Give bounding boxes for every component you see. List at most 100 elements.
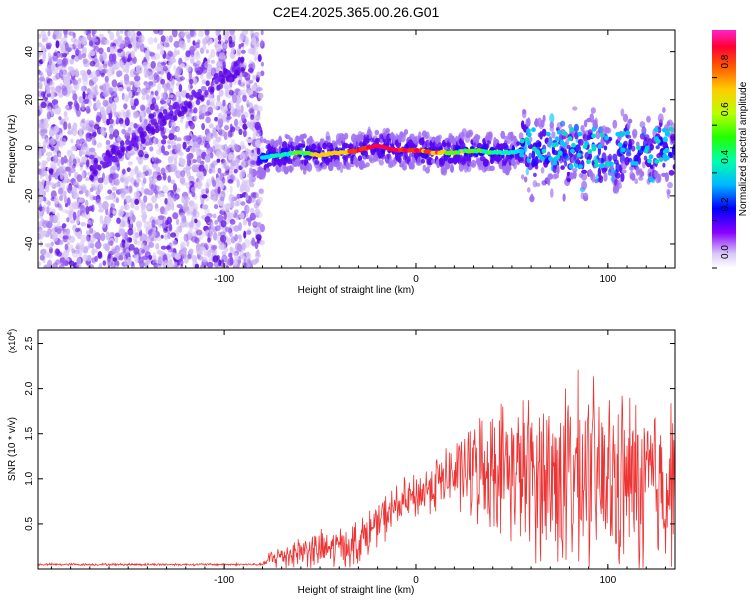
heatmap-noise-cell bbox=[68, 122, 71, 130]
heatmap-noise-cell bbox=[85, 123, 91, 132]
heatmap-noise-cell bbox=[87, 171, 92, 176]
heatmap-noise-cell bbox=[248, 176, 252, 185]
heatmap-noise-cell bbox=[79, 133, 83, 138]
heatmap-noise-cell bbox=[38, 228, 43, 235]
heatmap-noise-cell bbox=[113, 171, 117, 180]
heatmap-band-cell bbox=[518, 132, 524, 140]
heatmap-noise-cell bbox=[163, 86, 168, 93]
heatmap-blob-cell bbox=[546, 131, 551, 137]
heatmap-noise-cell bbox=[257, 92, 264, 99]
heatmap-noise-cell bbox=[59, 140, 64, 149]
heatmap-band-cell bbox=[285, 134, 291, 140]
heatmap-noise-cell bbox=[207, 249, 212, 258]
heatmap-noise-cell bbox=[131, 33, 138, 38]
heatmap-noise-cell bbox=[112, 257, 117, 262]
heatmap-band-cell bbox=[537, 141, 542, 148]
heatmap-noise-cell bbox=[98, 208, 104, 213]
heatmap-band-cell bbox=[621, 169, 627, 174]
heatmap-noise-cell bbox=[191, 236, 198, 243]
colorbar-tick-label: 0.8 bbox=[720, 54, 731, 68]
heatmap-blob-cell bbox=[567, 136, 573, 142]
heatmap-diagonal-cell bbox=[180, 110, 185, 117]
heatmap-noise-cell bbox=[157, 256, 163, 265]
spectrogram-ytick-label: -40 bbox=[24, 236, 35, 251]
heatmap-noise-cell bbox=[201, 79, 207, 85]
heatmap-noise-cell bbox=[256, 87, 263, 92]
heatmap-noise-cell bbox=[184, 135, 190, 141]
heatmap-noise-cell bbox=[102, 68, 108, 74]
heatmap-noise-cell bbox=[207, 237, 211, 243]
heatmap-noise-cell bbox=[252, 74, 256, 82]
heatmap-noise-cell bbox=[188, 109, 195, 114]
heatmap-noise-cell bbox=[135, 41, 141, 50]
heatmap-noise-cell bbox=[121, 217, 129, 223]
heatmap-noise-cell bbox=[45, 180, 50, 188]
heatmap-band-cell bbox=[651, 164, 655, 172]
heatmap-noise-cell bbox=[38, 203, 43, 212]
heatmap-noise-cell bbox=[175, 218, 180, 225]
heatmap-band-cell bbox=[535, 159, 541, 164]
heatmap-noise-cell bbox=[194, 64, 200, 72]
heatmap-noise-cell bbox=[137, 159, 143, 165]
heatmap-noise-cell bbox=[89, 227, 94, 234]
heatmap-diagonal-cell bbox=[131, 132, 137, 139]
heatmap-diagonal-cell bbox=[157, 125, 162, 132]
heatmap-noise-cell bbox=[205, 182, 210, 191]
heatmap-noise-cell bbox=[59, 257, 66, 266]
snr-xlabel: Height of straight line (km) bbox=[298, 585, 415, 596]
spectrogram-ytick-label: 0 bbox=[24, 145, 35, 151]
heatmap-noise-cell bbox=[187, 229, 193, 235]
heatmap-noise-cell bbox=[123, 93, 129, 103]
heatmap-band-cell bbox=[376, 137, 381, 143]
heatmap-noise-cell bbox=[171, 57, 177, 64]
spectrogram-ytick-label: -20 bbox=[24, 188, 35, 203]
heatmap-noise-cell bbox=[167, 175, 171, 183]
heatmap-band-cell bbox=[561, 135, 567, 140]
heatmap-noise-cell bbox=[156, 249, 162, 255]
heatmap-noise-cell bbox=[138, 149, 144, 158]
heatmap-blob-cell bbox=[548, 156, 553, 162]
heatmap-noise-cell bbox=[156, 175, 162, 181]
heatmap-noise-cell bbox=[75, 263, 82, 268]
heatmap-noise-cell bbox=[173, 40, 181, 48]
heatmap-noise-cell bbox=[102, 220, 107, 228]
heatmap-noise-cell bbox=[41, 163, 46, 171]
heatmap-noise-cell bbox=[245, 192, 249, 201]
heatmap-noise-cell bbox=[193, 115, 198, 121]
heatmap-noise-cell bbox=[56, 58, 63, 65]
heatmap-noise-cell bbox=[55, 212, 61, 221]
heatmap-noise-cell bbox=[120, 177, 125, 182]
heatmap-noise-cell bbox=[200, 188, 206, 195]
heatmap-noise-cell bbox=[78, 148, 83, 157]
heatmap-noise-cell bbox=[182, 141, 187, 150]
heatmap-band-cell bbox=[343, 132, 349, 140]
heatmap-noise-cell bbox=[160, 45, 164, 51]
heatmap-noise-cell bbox=[44, 137, 51, 146]
heatmap-noise-cell bbox=[204, 216, 211, 223]
colorbar-ticks: 0.0 0.2 0.4 0.6 0.8 bbox=[712, 54, 731, 269]
heatmap-noise-cell bbox=[92, 38, 98, 43]
heatmap-noise-cell bbox=[73, 39, 79, 48]
heatmap-band-cell bbox=[668, 169, 675, 176]
heatmap-blob-cell bbox=[658, 157, 664, 163]
heatmap-blob-cell bbox=[519, 138, 525, 144]
heatmap-noise-cell bbox=[91, 247, 96, 256]
heatmap-noise-cell bbox=[67, 197, 71, 206]
heatmap-noise-cell bbox=[159, 193, 165, 197]
heatmap-noise-cell bbox=[151, 97, 157, 106]
heatmap-noise-cell bbox=[214, 225, 221, 232]
heatmap-noise-cell bbox=[58, 240, 64, 245]
heatmap-noise-cell bbox=[111, 79, 118, 88]
heatmap-band-cell bbox=[416, 156, 423, 166]
heatmap-noise-cell bbox=[203, 142, 207, 148]
heatmap-band-cell bbox=[525, 167, 529, 176]
colorbar-tick-label: 0.2 bbox=[720, 197, 731, 211]
heatmap-noise-cell bbox=[217, 167, 222, 174]
heatmap-noise-cell bbox=[85, 135, 93, 142]
heatmap-noise-cell bbox=[254, 241, 259, 250]
heatmap-band-cell bbox=[626, 134, 632, 139]
heatmap-noise-cell bbox=[72, 224, 77, 229]
heatmap-noise-cell bbox=[251, 37, 257, 46]
heatmap-noise-cell bbox=[61, 209, 68, 213]
heatmap-noise-cell bbox=[238, 79, 242, 85]
